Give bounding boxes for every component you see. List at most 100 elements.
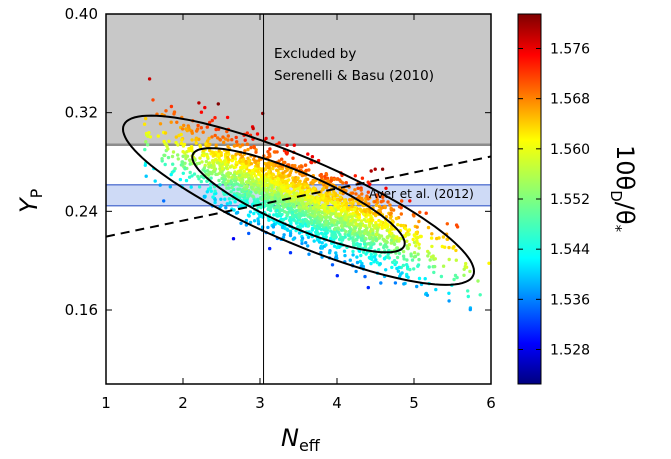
scatter-point [248,210,253,214]
scatter-point [158,122,163,126]
scatter-point [417,219,421,224]
scatter-point [267,218,271,222]
scatter-point [388,203,392,207]
scatter-point [288,216,292,220]
scatter-point [287,173,291,177]
scatter-point [206,139,210,143]
scatter-point [346,222,350,226]
scatter-point [418,210,422,214]
scatter-point [378,242,383,246]
scatter-point [359,208,363,212]
scatter-point [357,244,362,249]
scatter-point [476,279,480,283]
scatter-point [368,182,372,186]
scatter-point [175,120,179,125]
scatter-point [281,178,285,183]
scatter-point [357,215,362,220]
scatter-point [285,189,290,193]
scatter-point [380,226,384,230]
scatter-point [210,118,214,123]
scatter-point [280,208,284,212]
scatter-point [254,150,258,154]
scatter-point [245,131,249,135]
scatter-point [334,251,338,255]
scatter-point [234,160,239,165]
scatter-point [353,174,357,178]
scatter-point [283,169,287,174]
scatter-point [198,156,202,160]
scatter-point [243,187,247,191]
scatter-point [366,218,370,222]
scatter-point [249,145,253,150]
scatter-point [282,205,286,209]
scatter-point [360,192,364,196]
scatter-point [405,246,410,250]
scatter-point [406,233,410,237]
scatter-point [346,206,351,211]
scatter-point [264,172,269,176]
scatter-point [265,183,270,188]
scatter-point [244,161,248,165]
scatter-point [417,257,421,262]
scatter-point [282,233,286,237]
scatter-point [280,167,285,171]
scatter-point [231,237,236,241]
scatter-point [218,182,222,187]
scatter-point [235,140,239,144]
scatter-point [265,193,269,197]
scatter-point [445,222,449,226]
y-tick-label: 0.16 [65,301,98,319]
scatter-point [156,134,160,138]
scatter-point [221,180,225,184]
x-tick-label: 6 [486,394,496,412]
scatter-point [222,140,226,145]
scatter-point [339,179,343,184]
scatter-point [227,152,231,156]
scatter-point [366,213,370,217]
scatter-point [153,179,157,183]
scatter-point [224,165,228,170]
scatter-point [224,206,228,210]
scatter-point [229,190,233,194]
scatter-point [385,222,389,227]
scatter-point [271,176,275,180]
scatter-point [383,225,387,229]
y-axis-label: YP [15,188,46,213]
scatter-point [230,138,234,142]
colorbar-label-tail: /θ [611,202,639,225]
scatter-point [158,183,162,187]
scatter-point [210,135,214,139]
scatter-point [353,213,357,218]
scatter-point [300,210,305,215]
scatter-point [249,181,253,185]
scatter-point [412,255,416,259]
scatter-point [217,178,221,183]
scatter-point [305,193,309,197]
scatter-point [252,219,257,223]
scatter-point [390,227,394,231]
scatter-point [355,255,359,259]
scatter-point [300,201,304,206]
scatter-point [363,236,368,240]
scatter-point [254,179,258,184]
scatter-point [289,199,293,203]
scatter-point [362,218,366,222]
scatter-point [296,187,300,191]
scatter-point [225,202,229,206]
scatter-point [415,238,419,243]
scatter-point [329,212,333,217]
scatter-point [211,195,215,199]
scatter-point [311,209,315,214]
scatter-point [311,182,315,186]
scatter-point [292,143,296,147]
scatter-point [390,265,394,270]
x-axis-label-main: N [281,424,299,452]
scatter-point [246,173,251,177]
scatter-point [343,221,347,225]
scatter-point [443,245,447,249]
scatter-point [321,203,325,207]
scatter-point [164,109,168,113]
scatter-point [177,133,181,138]
scatter-point [176,157,180,161]
scatter-point [216,102,220,106]
